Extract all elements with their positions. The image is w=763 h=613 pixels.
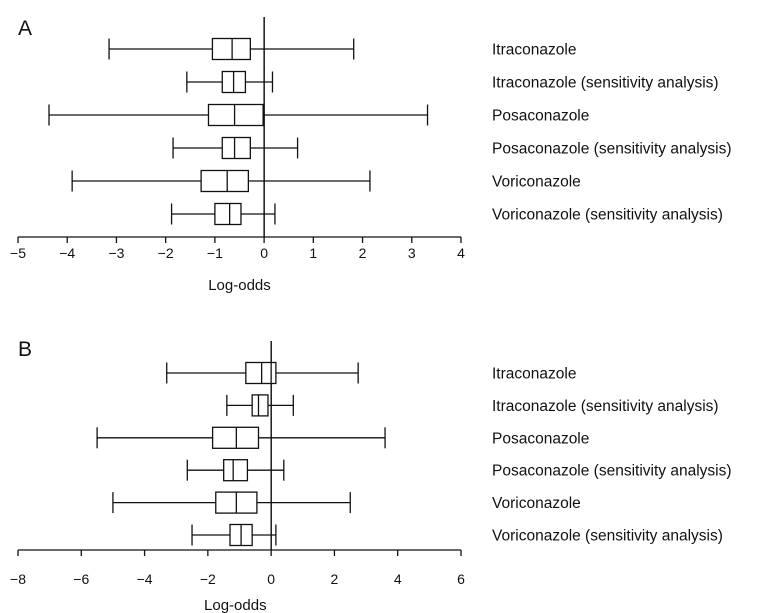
- box-plot-row: [186, 70, 274, 94]
- iqr-box: [211, 37, 251, 61]
- row-label: Posaconazole: [492, 430, 589, 447]
- row-label: Itraconazole: [492, 366, 576, 383]
- row-label: Posaconazole: [492, 108, 589, 125]
- x-axis-title: Log-odds: [208, 277, 271, 294]
- iqr-box: [245, 361, 277, 385]
- panel-a: A −5 −4 −3 −2 −1 0 1 2 3 4 Log-odds Itraconazole Itra…: [10, 17, 732, 294]
- panel-b: B −8 −6 −4 −2 0 2 4 6 Log-odds Itraconazole Itracon…: [10, 338, 731, 613]
- x-tick-label: −2: [200, 571, 216, 587]
- box-plot-row: [166, 361, 359, 385]
- box-plot-row: [170, 202, 276, 226]
- row-label: Posaconazole (sensitivity analysis): [492, 463, 732, 480]
- box-plot-row: [186, 459, 285, 482]
- row-label: Posaconazole (sensitivity analysis): [492, 141, 732, 158]
- x-tick-label: 1: [309, 245, 317, 261]
- x-tick-label: −4: [59, 245, 75, 261]
- iqr-box: [200, 169, 250, 193]
- row-label: Itraconazole (sensitivity analysis): [492, 75, 719, 92]
- box-plot-row: [96, 426, 386, 449]
- x-tick-label: 2: [331, 571, 339, 587]
- panel-letter: A: [18, 17, 32, 40]
- box-plot-row: [108, 37, 355, 61]
- iqr-box: [251, 394, 269, 417]
- panel-letter: B: [18, 338, 32, 361]
- x-tick-label: 2: [359, 245, 367, 261]
- iqr-box: [221, 136, 251, 160]
- x-tick-label: −6: [73, 571, 89, 587]
- x-tick-label: 0: [267, 571, 275, 587]
- x-tick-label: −4: [137, 571, 153, 587]
- iqr-box: [214, 202, 242, 226]
- x-tick-label: 0: [260, 245, 268, 261]
- box-plot-row: [71, 169, 371, 193]
- x-tick-label: −1: [207, 245, 223, 261]
- row-label: Itraconazole (sensitivity analysis): [492, 398, 719, 415]
- row-label: Voriconazole (sensitivity analysis): [492, 528, 723, 545]
- box-plot-row: [112, 491, 351, 514]
- row-label: Voriconazole: [492, 174, 581, 191]
- x-tick-label: 4: [457, 245, 465, 261]
- x-tick-label: −5: [10, 245, 26, 261]
- x-tick-label: 6: [457, 571, 465, 587]
- box-plot-row: [172, 136, 299, 160]
- iqr-box: [223, 459, 249, 482]
- box-plot-row: [226, 394, 294, 417]
- x-tick-label: 3: [408, 245, 416, 261]
- row-label: Voriconazole (sensitivity analysis): [492, 207, 723, 224]
- x-tick-label: −2: [158, 245, 174, 261]
- x-tick-label: −3: [108, 245, 124, 261]
- iqr-box: [211, 426, 260, 449]
- x-tick-label: −8: [10, 571, 26, 587]
- x-axis-title: Log-odds: [204, 597, 267, 613]
- row-label: Itraconazole: [492, 42, 576, 59]
- x-tick-label: 4: [394, 571, 402, 587]
- iqr-box: [207, 103, 264, 127]
- row-label: Voriconazole: [492, 495, 581, 512]
- box-plot-row: [48, 103, 429, 127]
- box-plot-row: [191, 523, 277, 547]
